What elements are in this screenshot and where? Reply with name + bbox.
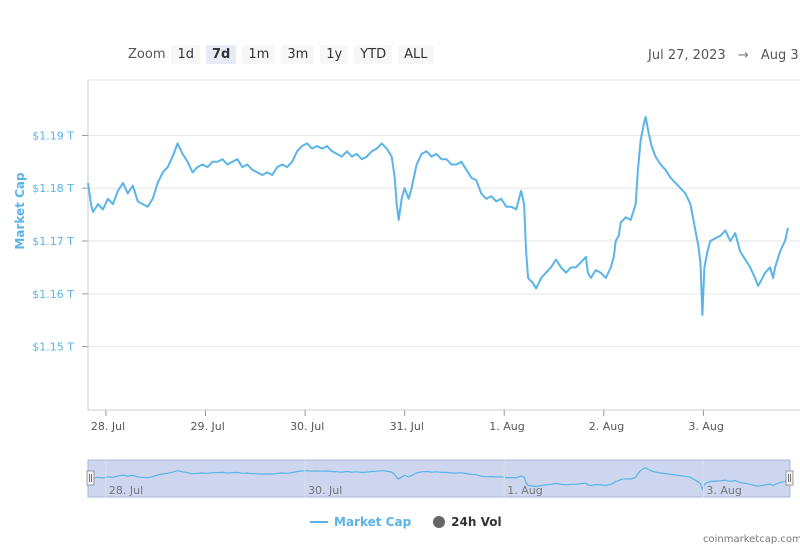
legend-market-cap[interactable]: Market Cap <box>310 515 411 529</box>
zoom-3m-button[interactable]: 3m <box>281 45 315 64</box>
navigator-selection <box>87 459 791 498</box>
x-tick-label: 30. Jul <box>290 420 324 433</box>
zoom-label: Zoom <box>128 47 166 62</box>
x-tick-label: 2. Aug <box>589 420 624 433</box>
y-tick-label: $1.18 T <box>32 182 74 195</box>
legend: Market Cap 24h Vol <box>310 515 524 529</box>
range-from-input[interactable]: Jul 27, 2023 <box>648 48 726 63</box>
series-layer <box>87 116 789 316</box>
zoom-1y-button[interactable]: 1y <box>320 45 349 64</box>
navigator-tick-label: 3. Aug <box>706 484 741 497</box>
y-axis: $1.15 T $1.16 T $1.17 T $1.18 T $1.19 T <box>32 80 89 410</box>
dot-swatch-icon <box>433 516 446 528</box>
date-range: Jul 27, 2023 → Aug 3, 2 <box>648 48 800 63</box>
legend-24h-vol[interactable]: 24h Vol <box>433 515 502 529</box>
market-cap-line <box>87 116 789 316</box>
legend-label-market-cap: Market Cap <box>334 515 412 529</box>
range-to-input[interactable]: Aug 3, 2 <box>760 48 800 63</box>
zoom-7d-button[interactable]: 7d <box>206 45 237 64</box>
y-tick-label: $1.19 T <box>32 129 74 142</box>
x-tick-label: 3. Aug <box>688 420 723 433</box>
y-tick-label: $1.15 T <box>32 341 74 354</box>
x-tick-label: 31. Jul <box>390 420 424 433</box>
navigator-tick-label: 30. Jul <box>308 484 342 497</box>
zoom-1d-button[interactable]: 1d <box>171 45 201 64</box>
navigator-tick-label: 1. Aug <box>507 484 542 497</box>
navigator: 28. Jul 30. Jul 1. Aug 3. Aug <box>86 459 794 498</box>
zoom-ytd-button[interactable]: YTD <box>354 45 393 64</box>
y-tick-label: $1.16 T <box>32 288 74 301</box>
navigator-left-handle[interactable] <box>86 470 95 486</box>
x-tick-label: 28. Jul <box>91 420 125 433</box>
zoom-toolbar: Zoom 1d 7d 1m 3m 1y YTD ALL <box>128 45 440 64</box>
x-axis: 28. Jul 29. Jul 30. Jul 31. Jul 1. Aug 2. Aug… <box>88 409 800 433</box>
credit-link[interactable]: coinmarketcap.com <box>703 534 800 545</box>
y-axis-title: Market Cap <box>13 172 27 250</box>
navigator-right-handle[interactable] <box>785 470 794 486</box>
x-tick-label: 1. Aug <box>489 420 524 433</box>
navigator-line <box>87 467 789 492</box>
y-tick-label: $1.17 T <box>32 235 74 248</box>
line-swatch-icon <box>310 521 328 523</box>
legend-label-24h-vol: 24h Vol <box>451 515 502 529</box>
navigator-tick-label: 28. Jul <box>109 484 143 497</box>
range-arrow: → <box>737 48 749 63</box>
grid-lines <box>88 79 800 348</box>
x-tick-label: 29. Jul <box>190 420 224 433</box>
zoom-1m-button[interactable]: 1m <box>242 45 276 64</box>
zoom-all-button[interactable]: ALL <box>398 45 434 64</box>
